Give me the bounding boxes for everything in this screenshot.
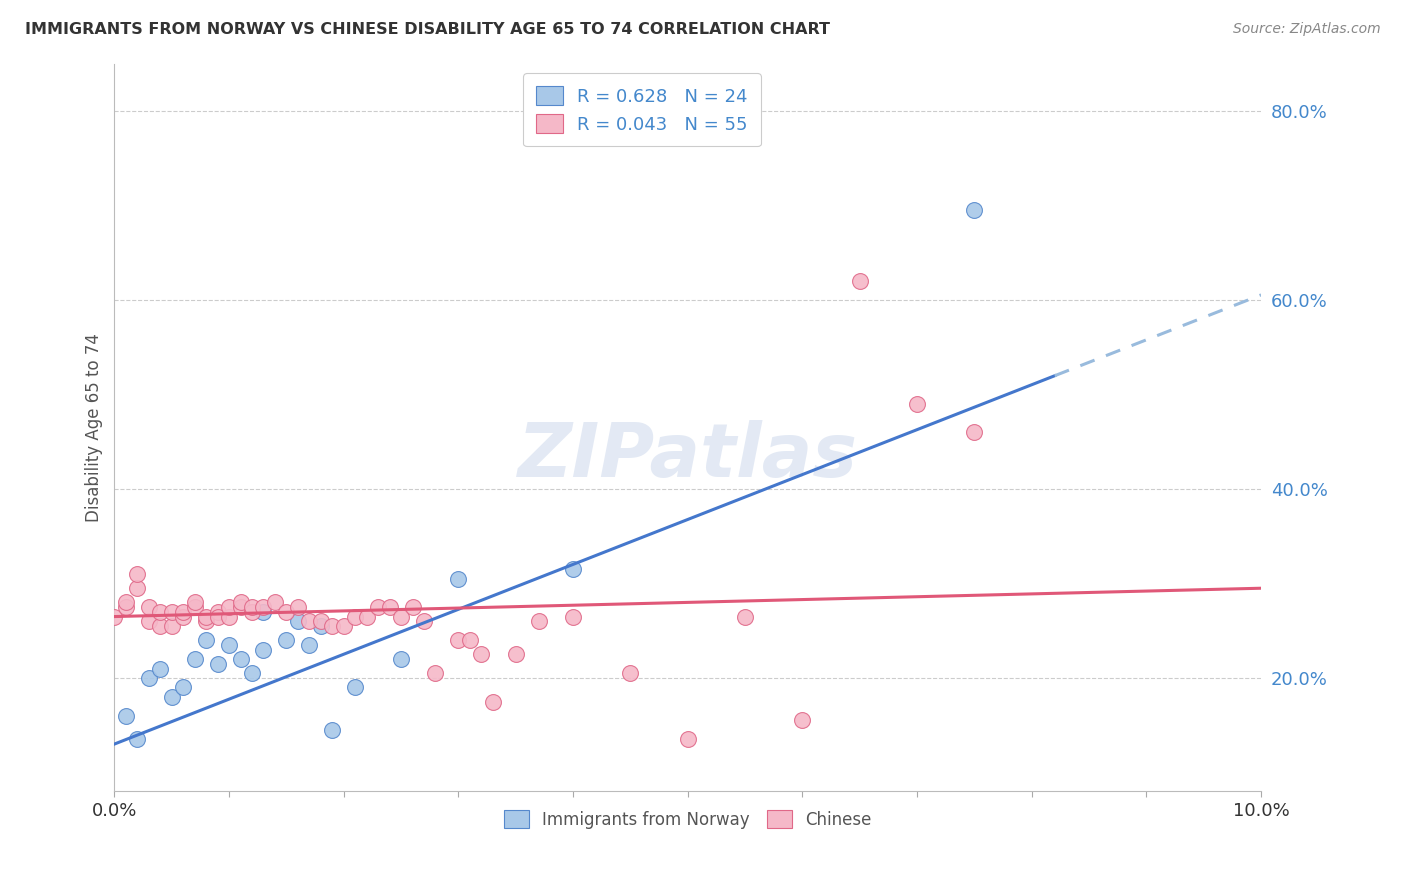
Point — [276, 605, 298, 619]
Point — [378, 600, 401, 615]
Point — [138, 615, 160, 629]
Point — [252, 600, 274, 615]
Point — [389, 652, 412, 666]
Point — [425, 666, 447, 681]
Point — [252, 605, 274, 619]
Point — [389, 609, 412, 624]
Point — [413, 615, 436, 629]
Text: ZIPatlas: ZIPatlas — [517, 420, 858, 493]
Point — [321, 619, 343, 633]
Point — [207, 657, 229, 671]
Point — [309, 615, 332, 629]
Point — [115, 595, 138, 609]
Point — [195, 609, 218, 624]
Point — [356, 609, 378, 624]
Point — [619, 666, 641, 681]
Point — [195, 633, 218, 648]
Point — [482, 695, 505, 709]
Point — [160, 619, 183, 633]
Point — [195, 615, 218, 629]
Text: Source: ZipAtlas.com: Source: ZipAtlas.com — [1233, 22, 1381, 37]
Point — [149, 605, 172, 619]
Point — [276, 633, 298, 648]
Point — [963, 425, 986, 440]
Point — [207, 605, 229, 619]
Point — [344, 609, 367, 624]
Point — [183, 600, 205, 615]
Point — [183, 652, 205, 666]
Point — [298, 615, 321, 629]
Point — [264, 595, 287, 609]
Point — [792, 714, 814, 728]
Point — [229, 595, 252, 609]
Point — [138, 600, 160, 615]
Point — [229, 600, 252, 615]
Text: IMMIGRANTS FROM NORWAY VS CHINESE DISABILITY AGE 65 TO 74 CORRELATION CHART: IMMIGRANTS FROM NORWAY VS CHINESE DISABI… — [25, 22, 831, 37]
Y-axis label: Disability Age 65 to 74: Disability Age 65 to 74 — [86, 334, 103, 522]
Point — [218, 600, 240, 615]
Point — [218, 609, 240, 624]
Point — [183, 595, 205, 609]
Point — [401, 600, 423, 615]
Point — [207, 609, 229, 624]
Point — [240, 666, 263, 681]
Point — [160, 605, 183, 619]
Point — [447, 572, 470, 586]
Legend: Immigrants from Norway, Chinese: Immigrants from Norway, Chinese — [498, 804, 879, 835]
Point — [103, 609, 125, 624]
Point — [344, 681, 367, 695]
Point — [298, 638, 321, 652]
Point — [115, 708, 138, 723]
Point — [287, 615, 309, 629]
Point — [321, 723, 343, 737]
Point — [447, 633, 470, 648]
Point — [229, 652, 252, 666]
Point — [562, 562, 585, 576]
Point — [332, 619, 354, 633]
Point — [963, 203, 986, 218]
Point — [287, 600, 309, 615]
Point — [172, 681, 194, 695]
Point — [138, 671, 160, 685]
Point — [367, 600, 389, 615]
Point — [849, 274, 872, 288]
Point — [470, 648, 492, 662]
Point — [905, 397, 928, 411]
Point — [127, 567, 149, 582]
Point — [505, 648, 527, 662]
Point — [127, 581, 149, 595]
Point — [172, 609, 194, 624]
Point — [160, 690, 183, 704]
Point — [252, 642, 274, 657]
Point — [309, 619, 332, 633]
Point — [149, 619, 172, 633]
Point — [562, 609, 585, 624]
Point — [172, 605, 194, 619]
Point — [149, 661, 172, 675]
Point — [676, 732, 699, 747]
Point — [115, 600, 138, 615]
Point — [458, 633, 481, 648]
Point — [218, 638, 240, 652]
Point — [127, 732, 149, 747]
Point — [240, 605, 263, 619]
Point — [240, 600, 263, 615]
Point — [734, 609, 756, 624]
Point — [527, 615, 550, 629]
